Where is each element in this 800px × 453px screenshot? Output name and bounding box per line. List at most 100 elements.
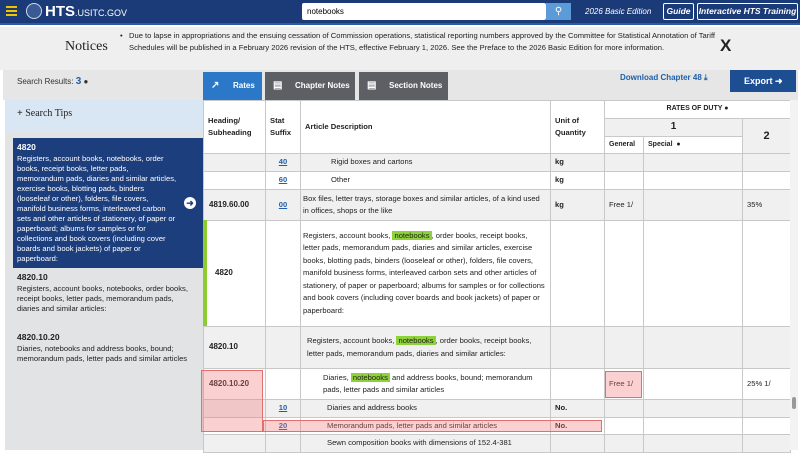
unit-cell <box>550 326 605 369</box>
special-rate-cell <box>643 368 743 400</box>
stat-suffix-link[interactable]: 40 <box>278 157 288 167</box>
tab-rates[interactable]: ↗ Rates <box>203 72 262 100</box>
document-icon: ▤ <box>273 80 283 91</box>
col-general: General <box>604 136 644 154</box>
chart-icon: ↗ <box>211 80 220 91</box>
result-item[interactable]: 4820.10.20 Diaries, notebooks and address… <box>17 332 188 363</box>
notices-title: Notices <box>65 39 108 54</box>
search-match-highlight: notebooks <box>392 230 432 240</box>
col-suffix: Stat Suffix <box>265 100 301 154</box>
general-rate-cell <box>604 171 644 190</box>
info-icon[interactable]: ● <box>724 105 729 113</box>
table-row: 60 Other kg <box>203 171 792 190</box>
download-chapter-link[interactable]: Download Chapter 48 ⤓ <box>620 73 708 82</box>
unit-cell: kg <box>550 153 605 172</box>
table-row: 40 Rigid boxes and cartons kg <box>203 153 792 172</box>
heading-cell <box>203 399 266 418</box>
search-input[interactable] <box>302 3 546 20</box>
description-cell: Registers, account books, notebooks, ord… <box>300 220 551 327</box>
col2-rate-cell <box>741 399 792 418</box>
usitc-seal-icon <box>26 3 42 19</box>
info-icon[interactable]: ● <box>83 77 89 86</box>
general-rate-cell <box>604 153 644 172</box>
general-rate-cell <box>604 399 644 418</box>
col2-rate-cell <box>741 326 792 369</box>
search-match-highlight: notebooks <box>396 336 436 345</box>
heading-cell: 4820.10.20 <box>203 368 266 400</box>
general-rate-cell <box>604 416 644 435</box>
search-button[interactable]: ⚲ <box>546 3 571 20</box>
special-rate-cell <box>643 153 743 172</box>
col-heading: Heading/ Subheading <box>203 100 266 154</box>
special-rate-cell <box>643 416 743 435</box>
annotation-highlight <box>201 370 263 432</box>
general-rate-cell <box>604 434 644 453</box>
col2-rate-cell <box>741 171 792 190</box>
results-count: 3 <box>75 76 82 87</box>
site-logo[interactable]: HTS.USITC.GOV <box>45 3 127 20</box>
search-results-sidebar: + Search Tips 4820 Registers, account bo… <box>5 100 203 450</box>
notices-banner: Notices Due to lapse in appropriations a… <box>0 27 800 70</box>
edition-label: 2026 Basic Edition <box>585 7 652 16</box>
general-rate-cell <box>604 220 644 327</box>
stat-suffix-link[interactable]: 20 <box>278 420 288 430</box>
annotation-highlight <box>263 420 602 432</box>
special-rate-cell <box>643 220 743 327</box>
search-results: Search Results: 3 ● <box>17 76 89 87</box>
description-cell: Sewn composition books with dimensions o… <box>300 434 551 453</box>
tab-section-notes[interactable]: ▤ Section Notes <box>359 72 448 100</box>
unit-cell <box>550 368 605 400</box>
special-rate-cell <box>643 171 743 190</box>
unit-cell: kg <box>550 189 605 221</box>
info-icon[interactable]: ● <box>676 140 681 148</box>
stat-suffix-link[interactable]: 00 <box>278 199 288 209</box>
result-item[interactable]: 4820.10 Registers, account books, noteboo… <box>17 272 188 313</box>
search-icon: ⚲ <box>554 6 563 17</box>
unit-cell <box>550 434 605 453</box>
col2-rate-cell <box>741 153 792 172</box>
special-rate-cell <box>643 326 743 369</box>
toolbar: Search Results: 3 ● ↗ Rates ▤ Chapter Note… <box>3 70 798 100</box>
close-notice-button[interactable]: X <box>720 36 732 55</box>
col-1: 1 <box>604 118 743 137</box>
table-row: 4820 Registers, account books, notebooks,… <box>203 220 792 327</box>
description-cell: Diaries and address books <box>300 399 551 418</box>
table-row: 10 Diaries and address books No. <box>203 399 792 418</box>
heading-cell <box>203 153 266 172</box>
heading-cell <box>203 171 266 190</box>
menu-icon[interactable] <box>6 6 17 16</box>
col2-rate-cell <box>741 416 792 435</box>
scrollbar-thumb[interactable] <box>792 397 796 409</box>
tariff-table: Heading/ Subheading Stat Suffix Article De… <box>203 100 792 453</box>
unit-cell <box>550 220 605 327</box>
stat-suffix-link[interactable]: 10 <box>278 403 288 412</box>
result-item-selected[interactable]: 4820 Registers, account books, notebooks… <box>13 138 203 268</box>
heading-cell: 4820.10 <box>203 326 266 369</box>
tab-chapter-notes[interactable]: ▤ Chapter Notes <box>265 72 355 100</box>
training-button[interactable]: Interactive HTS Training <box>697 3 798 20</box>
table-row: 4820.10 Registers, account books, noteboo… <box>203 326 792 369</box>
table-row: 4820.10.20 Diaries, notebooks and address… <box>203 368 792 400</box>
search-match-highlight: notebooks <box>350 372 390 382</box>
table-row: 4819.60.00 00 Box files, letter trays, sto… <box>203 189 792 221</box>
scrollbar[interactable] <box>790 100 798 450</box>
col-special: Special ● <box>643 136 743 154</box>
special-rate-cell <box>643 189 743 221</box>
col-unit: Unit of Quantity <box>550 100 605 154</box>
col-desc: Article Description <box>300 100 551 154</box>
notice-text: Due to lapse in appropriations and the e… <box>120 30 725 54</box>
top-bar: HTS.USITC.GOV ⚲ 2026 Basic Edition Guide… <box>0 0 800 25</box>
description-cell: Diaries, notebooks and address books, bo… <box>300 368 551 400</box>
stat-suffix-link[interactable]: 60 <box>278 175 288 185</box>
guide-button[interactable]: Guide <box>663 3 694 20</box>
export-icon: ➜ <box>775 76 783 86</box>
unit-cell: No. <box>550 399 605 418</box>
arrow-right-icon[interactable]: ➜ <box>184 197 196 209</box>
logo-sub: .USITC.GOV <box>75 8 128 18</box>
table-row: Sewn composition books with dimensions o… <box>203 434 792 453</box>
unit-cell: kg <box>550 171 605 190</box>
heading-cell <box>203 434 266 453</box>
search-tips-toggle[interactable]: + Search Tips <box>5 100 203 132</box>
export-button[interactable]: Export ➜ <box>730 70 796 92</box>
general-rate-cell: Free 1/ <box>604 189 644 221</box>
